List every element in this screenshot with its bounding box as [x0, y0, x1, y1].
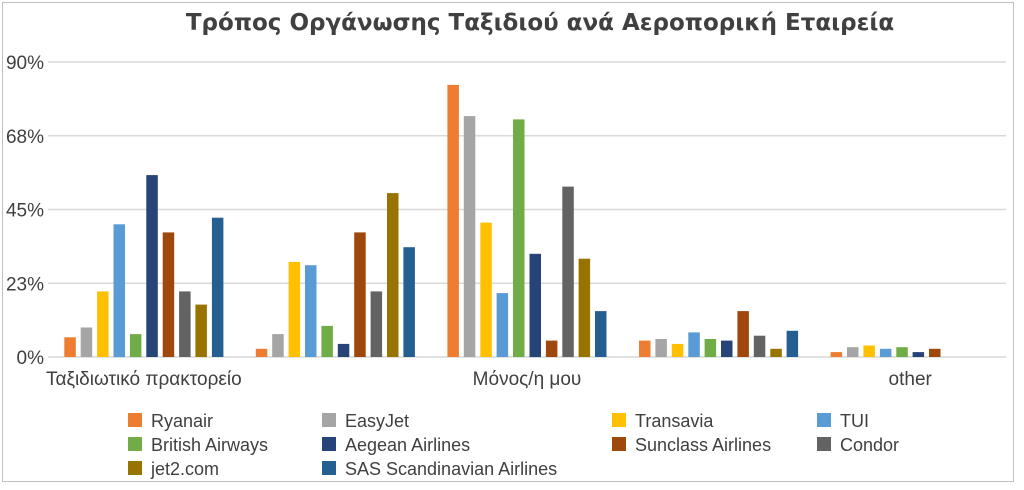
- legend-swatch: [128, 437, 142, 451]
- bar: [64, 337, 76, 357]
- bar: [211, 217, 224, 357]
- legend-label: Aegean Airlines: [345, 435, 470, 455]
- bar: [162, 232, 175, 357]
- bar: [80, 327, 93, 357]
- legend-label: Sunclass Airlines: [635, 435, 771, 455]
- legend-swatch: [322, 461, 336, 475]
- bar: [737, 311, 749, 357]
- bar: [721, 340, 733, 357]
- legend-label: British Airways: [151, 435, 268, 455]
- bar: [562, 186, 574, 357]
- bar: [146, 175, 158, 357]
- y-tick-label: 0%: [17, 348, 45, 369]
- category-label: other: [889, 369, 933, 390]
- bar: [912, 352, 925, 357]
- bar: [354, 232, 366, 357]
- bar: [847, 347, 859, 357]
- bar: [896, 347, 908, 357]
- legend-swatch: [612, 413, 626, 427]
- bar: [463, 116, 476, 357]
- legend-swatch: [817, 413, 831, 427]
- bar: [195, 304, 207, 357]
- chart-title: Τρόπος Οργάνωσης Ταξιδιού ανά Αεροπορική…: [186, 10, 894, 36]
- bar: [879, 348, 892, 357]
- bar: [639, 340, 651, 357]
- bars: [64, 84, 941, 358]
- category-label: Μόνος/η μου: [473, 369, 582, 390]
- bar: [863, 345, 875, 357]
- bar: [529, 253, 541, 358]
- legend: Ryanair EasyJet Transavia TUI British Airway…: [128, 411, 899, 479]
- bar: [288, 261, 301, 357]
- bar: [305, 265, 317, 357]
- bar: [545, 340, 558, 357]
- bar: [688, 332, 700, 357]
- bar: [387, 193, 399, 357]
- bar: [272, 334, 284, 357]
- legend-label: SAS Scandinavian Airlines: [345, 459, 557, 479]
- bar: [337, 343, 350, 357]
- bar: [830, 352, 843, 357]
- legend-label: Transavia: [635, 411, 714, 431]
- bar: [97, 291, 109, 357]
- bar: [321, 325, 333, 357]
- y-axis-ticks: 0% 23% 45% 68% 90%: [6, 53, 44, 369]
- bar: [578, 258, 591, 357]
- legend-label: Ryanair: [151, 411, 213, 431]
- bar: [770, 348, 782, 357]
- legend-label: Condor: [840, 435, 899, 455]
- y-tick-label: 90%: [6, 53, 44, 74]
- legend-swatch: [322, 413, 336, 427]
- bar: [595, 311, 607, 357]
- bar: [753, 335, 766, 357]
- bar: [513, 119, 525, 358]
- legend-swatch: [817, 437, 831, 451]
- bar: [129, 334, 142, 357]
- y-tick-label: 68%: [6, 127, 44, 148]
- bar: [403, 247, 415, 357]
- legend-swatch: [128, 461, 142, 475]
- bar: [255, 348, 268, 357]
- bar: [447, 84, 459, 358]
- category-label: Ταξιδιωτικό πρακτορείο: [46, 369, 242, 390]
- bar: [370, 291, 383, 357]
- bar: [179, 291, 191, 357]
- category-labels: Ταξιδιωτικό πρακτορείο Μόνος/η μου other: [46, 369, 933, 390]
- legend-label: TUI: [840, 411, 869, 431]
- legend-label: jet2.com: [150, 459, 219, 479]
- bar: [480, 222, 492, 357]
- legend-swatch: [128, 413, 142, 427]
- bar: [496, 293, 509, 357]
- bar: [671, 343, 684, 357]
- y-tick-label: 23%: [6, 274, 44, 295]
- legend-label: EasyJet: [345, 411, 409, 431]
- bar: [929, 348, 941, 357]
- bar: [655, 339, 667, 357]
- bar: [786, 330, 799, 357]
- y-tick-label: 45%: [6, 201, 44, 222]
- bar: [704, 339, 717, 357]
- legend-swatch: [322, 437, 336, 451]
- legend-swatch: [612, 437, 626, 451]
- bar: [113, 224, 125, 358]
- gridlines: [48, 61, 1006, 358]
